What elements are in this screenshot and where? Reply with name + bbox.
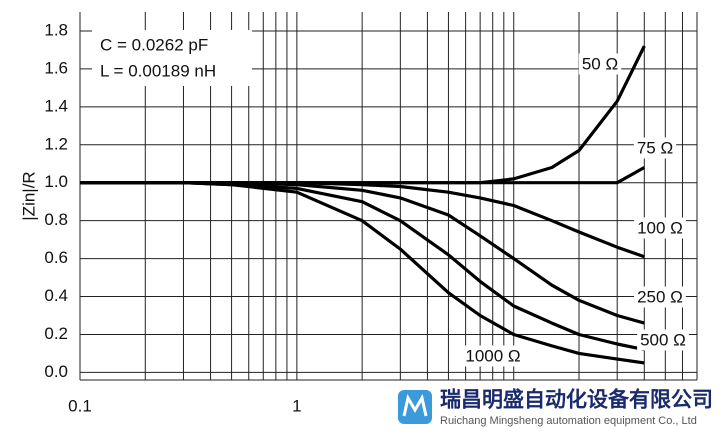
series-label: 500 Ω — [640, 330, 686, 349]
y-tick-label: 0.0 — [44, 362, 68, 381]
y-tick-label: 1.0 — [44, 172, 68, 191]
x-tick-label: 0.1 — [68, 396, 92, 415]
series-label: 75 Ω — [637, 138, 673, 157]
watermark-logo — [398, 390, 432, 424]
y-tick-label: 1.6 — [44, 58, 68, 77]
y-axis-label: |Zin|/R — [19, 171, 38, 220]
series-label: 50 Ω — [582, 54, 618, 73]
watermark-logo-mark — [402, 393, 428, 417]
y-tick-label: 1.8 — [44, 20, 68, 39]
series-label: 250 Ω — [637, 287, 683, 306]
series-label-background — [633, 137, 677, 159]
series-label-background — [637, 329, 689, 351]
series-label-background — [634, 286, 686, 308]
annotation: C = 0.0262 pF — [100, 35, 208, 54]
curve — [80, 181, 645, 365]
y-tick-label: 1.2 — [44, 134, 68, 153]
annotation: L = 0.00189 nH — [100, 61, 216, 80]
annotation-box — [92, 30, 252, 86]
y-tick-label: 0.2 — [44, 324, 68, 343]
series-label-background — [634, 217, 686, 239]
series-label-background — [578, 53, 622, 75]
series-label-background — [462, 345, 524, 367]
series-label: 100 Ω — [637, 218, 683, 237]
y-tick-label: 0.8 — [44, 210, 68, 229]
y-tick-label: 0.6 — [44, 248, 68, 267]
watermark-subtitle: Ruichang Mingsheng automation equipment … — [440, 415, 697, 427]
curve — [80, 181, 645, 325]
watermark-background — [392, 384, 720, 431]
y-tick-label: 0.4 — [44, 286, 68, 305]
series-label: 1000 Ω — [465, 346, 520, 365]
watermark: 瑞昌明盛自动化设备有限公司 Ruichang Mingsheng automat… — [392, 384, 720, 431]
y-tick-label: 1.4 — [44, 96, 68, 115]
watermark-title: 瑞昌明盛自动化设备有限公司 — [440, 388, 713, 412]
x-tick-label: 1 — [292, 396, 301, 415]
